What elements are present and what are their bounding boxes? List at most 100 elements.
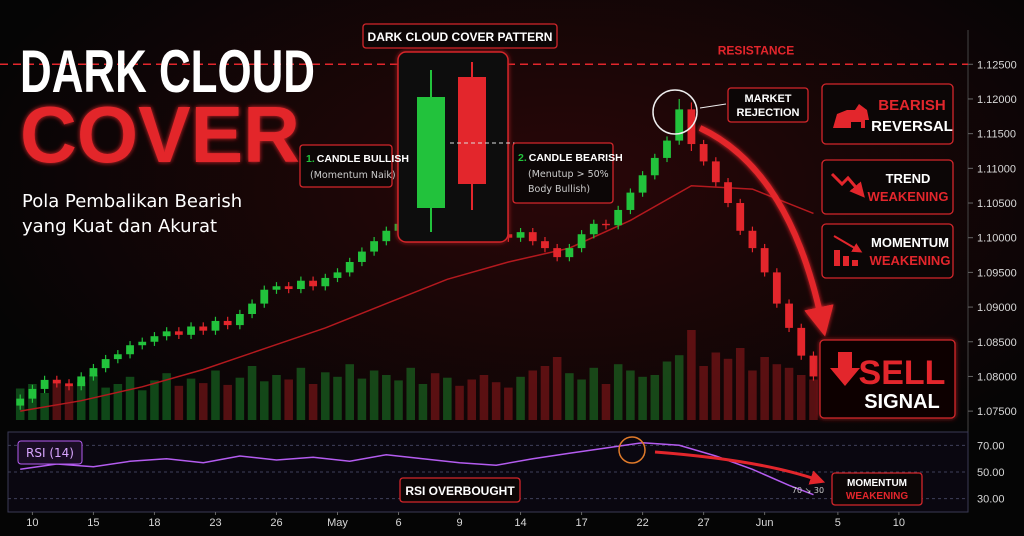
volume-bar bbox=[687, 330, 696, 420]
rsi-tick-label: 70.00 bbox=[977, 440, 1005, 452]
bearish-text: CANDLE BEARISH bbox=[529, 152, 623, 164]
trend-icon bbox=[830, 172, 865, 198]
momentum-icon bbox=[834, 250, 840, 266]
candle-body bbox=[736, 203, 745, 231]
x-tick-label: Jun bbox=[756, 517, 774, 529]
candle-body bbox=[760, 248, 769, 273]
x-tick-label: 9 bbox=[456, 517, 462, 529]
candle-body bbox=[235, 314, 244, 326]
volume-bar bbox=[748, 370, 757, 420]
volume-bar bbox=[638, 376, 647, 420]
y-tick-label: 1.08500 bbox=[977, 337, 1017, 349]
volume-bar bbox=[491, 382, 501, 420]
y-tick-label: 1.10000 bbox=[977, 233, 1017, 245]
volume-bar bbox=[540, 366, 550, 420]
rsi-tick-label: 50.00 bbox=[977, 467, 1005, 479]
candle-body bbox=[126, 345, 134, 355]
candle-body bbox=[89, 368, 98, 377]
candle-body bbox=[675, 109, 684, 141]
sell-icon bbox=[830, 352, 860, 386]
volume-bar bbox=[186, 378, 196, 420]
volume-bar bbox=[784, 367, 794, 420]
pattern-bear-body bbox=[458, 77, 486, 184]
candle-body bbox=[553, 248, 562, 258]
candle-body bbox=[162, 331, 171, 337]
x-tick-label: 6 bbox=[395, 517, 401, 529]
pattern-title: DARK CLOUD COVER PATTERN bbox=[368, 30, 553, 44]
bearish-note: (Menutup > 50% bbox=[528, 169, 609, 180]
candle-body bbox=[748, 230, 757, 249]
volume-bar bbox=[162, 373, 171, 420]
data-layer bbox=[15, 98, 818, 496]
rsi-momentum-box bbox=[831, 472, 923, 506]
candle-body bbox=[724, 182, 732, 204]
volume-bar bbox=[723, 358, 733, 420]
candle-body bbox=[358, 251, 366, 262]
trend-arrow bbox=[698, 125, 834, 337]
bullish-label-box bbox=[299, 144, 393, 188]
volume-bar bbox=[150, 380, 159, 420]
bullish-number: 1. bbox=[306, 153, 315, 165]
rejection-pointer bbox=[699, 103, 727, 109]
x-tick-label: 14 bbox=[514, 517, 526, 529]
volume-bar bbox=[809, 379, 818, 420]
candle-body bbox=[528, 232, 537, 242]
volume-bar bbox=[113, 384, 123, 420]
candle-body bbox=[296, 280, 305, 290]
moving-average bbox=[20, 184, 814, 412]
subtitle-line: Pola Pembalikan Bearish bbox=[22, 191, 242, 212]
candle-body bbox=[309, 280, 318, 287]
volume-bar bbox=[650, 375, 660, 420]
panel-line: REVERSAL bbox=[871, 118, 953, 135]
y-tick-label: 1.07500 bbox=[977, 406, 1017, 418]
volume-bar bbox=[418, 384, 428, 420]
rejection-label: MARKET bbox=[744, 93, 791, 105]
candle-body bbox=[223, 320, 232, 326]
candle-body bbox=[772, 272, 781, 304]
rejection-box bbox=[727, 87, 809, 123]
candle-body bbox=[52, 379, 61, 384]
volume-bar bbox=[504, 387, 513, 420]
pattern-box bbox=[397, 51, 509, 243]
panel-box bbox=[821, 83, 954, 145]
candle-body bbox=[260, 289, 269, 304]
volume-bar bbox=[528, 370, 538, 420]
candle-body bbox=[77, 376, 86, 387]
volume-bar bbox=[735, 348, 745, 420]
panel-box bbox=[821, 159, 954, 215]
panel-box bbox=[821, 223, 954, 279]
volume-bar bbox=[430, 373, 440, 420]
volume-bar bbox=[699, 366, 708, 420]
candle-body bbox=[174, 331, 183, 335]
volume-bar bbox=[247, 366, 257, 420]
rsi-momentum: WEAKENING bbox=[846, 491, 908, 502]
candle-body bbox=[602, 223, 610, 226]
x-tick-label: 18 bbox=[148, 517, 160, 529]
x-tick-label: 23 bbox=[209, 517, 221, 529]
candle-body bbox=[40, 379, 49, 389]
candle-body bbox=[663, 140, 671, 158]
y-tick-label: 1.08000 bbox=[977, 371, 1017, 383]
momentum-icon bbox=[843, 256, 849, 266]
rsi-momentum: MOMENTUM bbox=[847, 478, 907, 489]
candle-body bbox=[272, 286, 281, 290]
pattern-bull-body bbox=[417, 97, 445, 208]
volume-bar bbox=[382, 375, 391, 420]
rsi-line bbox=[20, 441, 814, 496]
candle-body bbox=[626, 192, 635, 210]
volume-bar bbox=[369, 370, 379, 420]
panel-line: BEARISH bbox=[878, 97, 946, 114]
volume-bar bbox=[52, 379, 62, 420]
rsi-name: RSI (14) bbox=[26, 446, 74, 460]
panel-line: WEAKENING bbox=[868, 189, 949, 204]
candle-body bbox=[589, 223, 598, 235]
panel-line: WEAKENING bbox=[870, 253, 951, 268]
subtitle-line: yang Kuat dan Akurat bbox=[22, 216, 217, 237]
bearish-note: Body Bullish) bbox=[528, 184, 590, 195]
pattern-title-box bbox=[362, 23, 558, 49]
volume-bar bbox=[711, 352, 721, 420]
volume-bar bbox=[601, 384, 611, 420]
volume-bar bbox=[760, 357, 769, 420]
rsi-label-box bbox=[17, 440, 83, 465]
